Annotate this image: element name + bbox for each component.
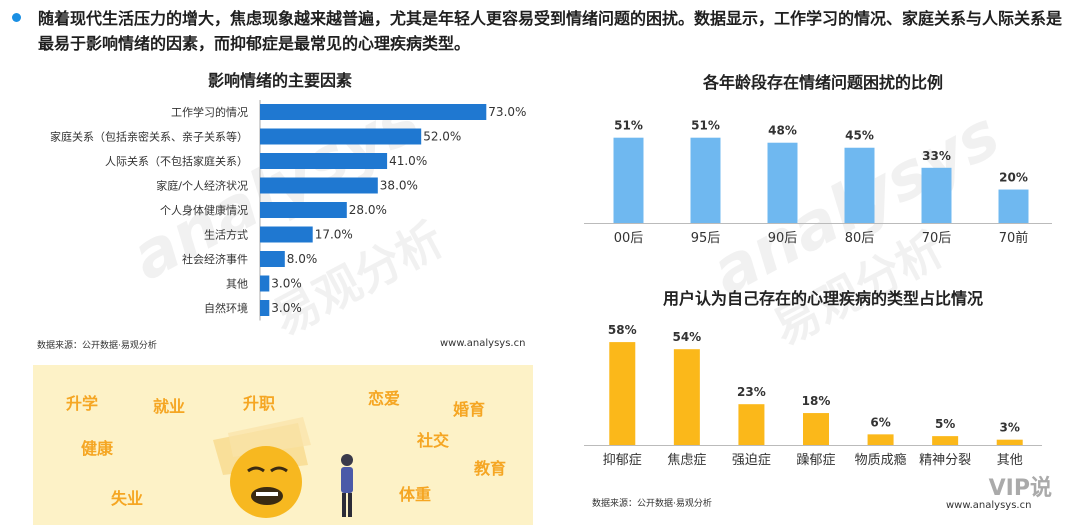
value-label: 51% — [691, 119, 720, 133]
value-label: 28.0% — [349, 203, 387, 217]
crying-face-icon — [230, 446, 302, 518]
value-label: 33% — [922, 149, 951, 163]
category-label: 80后 — [845, 231, 875, 246]
keyword: 体重 — [399, 485, 432, 504]
vip-sticker: VIP说 — [988, 476, 1052, 501]
category-label: 强迫症 — [732, 453, 771, 468]
bar — [260, 128, 422, 145]
value-label: 3.0% — [271, 301, 302, 315]
keyword: 恋爱 — [368, 389, 401, 408]
chart-source-right: 数据来源：公开数据·易观分析 — [592, 499, 712, 509]
bullet-icon — [12, 13, 21, 22]
value-label: 51% — [614, 119, 643, 133]
category-label: 精神分裂 — [919, 453, 971, 468]
bar — [998, 189, 1029, 223]
stress-keywords-panel: 升学 就业 升职 恋爱 婚育 健康 社交 教育 失业 体重 — [33, 365, 533, 525]
bar — [867, 434, 894, 445]
bar — [260, 104, 487, 120]
bar — [260, 300, 270, 316]
category-label: 抑郁症 — [603, 453, 642, 468]
value-label: 45% — [845, 129, 874, 143]
value-label: 18% — [802, 394, 831, 408]
category-label: 家庭/个人经济状况 — [156, 179, 248, 193]
age-chart: 各年龄段存在情绪问题困扰的比例 51% 00后 51% 95后 48% 90后 45% 80后 3… — [584, 73, 1052, 246]
value-label: 8.0% — [287, 252, 318, 266]
category-label: 00后 — [614, 231, 644, 246]
bar — [996, 439, 1023, 445]
category-label: 人际关系（不包括家庭关系） — [105, 154, 248, 168]
bar — [260, 177, 378, 194]
keyword: 失业 — [111, 489, 144, 508]
category-label: 其他 — [226, 278, 248, 291]
category-label: 70后 — [922, 231, 952, 246]
disorder-chart: 用户认为自己存在的心理疾病的类型占比情况 58% 抑郁症 54% 焦虑症 23% 强迫症 18… — [584, 289, 1042, 468]
value-label: 17.0% — [315, 228, 353, 242]
factors-chart-panel: 影响情绪的主要因素工作学习的情况 73.0% 家庭关系（包括亲密关系、亲子关系等） 5… — [0, 64, 540, 354]
bar — [260, 275, 270, 292]
bar — [767, 142, 798, 223]
bar — [260, 226, 313, 243]
chart-title: 用户认为自己存在的心理疾病的类型占比情况 — [663, 289, 983, 308]
value-label: 20% — [999, 171, 1028, 185]
bar — [260, 202, 347, 218]
value-label: 6% — [870, 415, 890, 429]
bar — [260, 251, 285, 267]
value-label: 3.0% — [271, 277, 302, 291]
bar — [673, 349, 700, 445]
bar — [609, 342, 636, 445]
bar — [613, 137, 644, 223]
chart-site-right: www.analysys.cn — [946, 500, 1032, 511]
illustration-sheets-back — [228, 417, 311, 457]
intro-paragraph: 随着现代生活压力的增大，焦虑现象越来越普遍，尤其是年轻人更容易受到情绪问题的困扰… — [10, 6, 1070, 56]
value-label: 52.0% — [423, 130, 461, 144]
keyword: 婚育 — [453, 400, 486, 419]
value-label: 23% — [737, 385, 766, 399]
keyword: 健康 — [81, 439, 114, 458]
category-label: 家庭关系（包括亲密关系、亲子关系等） — [50, 130, 248, 144]
bar — [260, 153, 388, 169]
woman-figure-icon — [341, 454, 353, 517]
disorder-chart-panel: 用户认为自己存在的心理疾病的类型占比情况 58% 抑郁症 54% 焦虑症 23% 强迫症 18… — [580, 282, 1080, 522]
keyword: 教育 — [474, 459, 507, 478]
category-label: 生活方式 — [204, 228, 248, 242]
value-label: 41.0% — [389, 154, 427, 168]
category-label: 95后 — [691, 231, 721, 246]
chart-title: 各年龄段存在情绪问题困扰的比例 — [702, 73, 943, 92]
bar — [803, 413, 829, 445]
chart-site-left: www.analysys.cn — [440, 338, 526, 349]
value-label: 54% — [672, 330, 701, 344]
bar — [844, 147, 875, 223]
bar — [921, 167, 952, 223]
bar — [932, 436, 959, 445]
intro-text: 随着现代生活压力的增大，焦虑现象越来越普遍，尤其是年轻人更容易受到情绪问题的困扰… — [38, 9, 1063, 53]
value-label: 73.0% — [488, 105, 526, 119]
value-label: 3% — [1000, 421, 1020, 435]
category-label: 物质成瘾 — [855, 452, 907, 468]
category-label: 社会经济事件 — [182, 252, 248, 266]
value-label: 38.0% — [380, 179, 418, 193]
category-label: 90后 — [768, 231, 798, 246]
bar — [738, 404, 765, 445]
keyword: 升职 — [243, 394, 276, 413]
age-chart-panel: 各年龄段存在情绪问题困扰的比例 51% 00后 51% 95后 48% 90后 45% 80后 3… — [580, 66, 1080, 266]
category-label: 其他 — [997, 453, 1023, 468]
chart-title: 影响情绪的主要因素 — [208, 71, 352, 90]
value-label: 5% — [935, 417, 955, 431]
category-label: 焦虑症 — [667, 453, 706, 468]
value-label: 48% — [768, 124, 797, 138]
value-label: 58% — [608, 323, 637, 337]
category-label: 个人身体健康情况 — [160, 203, 248, 217]
category-label: 躁郁症 — [796, 453, 835, 468]
bar — [690, 137, 721, 223]
keyword: 就业 — [153, 397, 186, 416]
keyword: 升学 — [66, 394, 99, 413]
category-label: 自然环境 — [204, 301, 248, 315]
category-label: 工作学习的情况 — [171, 105, 248, 119]
chart-source-left: 数据来源：公开数据·易观分析 — [37, 341, 157, 351]
category-label: 70前 — [999, 230, 1029, 246]
stress-illustration — [213, 417, 353, 518]
keyword: 社交 — [417, 431, 450, 450]
